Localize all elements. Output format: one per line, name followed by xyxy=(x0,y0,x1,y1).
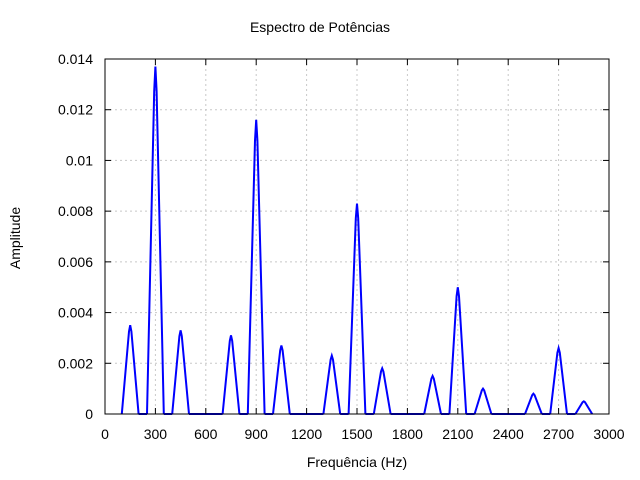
y-tick-label: 0.012 xyxy=(58,102,93,118)
x-tick-label: 300 xyxy=(144,426,168,442)
spectrum-peak xyxy=(171,330,190,415)
spectrum-peak xyxy=(524,392,543,415)
x-tick-label: 1200 xyxy=(291,426,322,442)
spectrum-peak xyxy=(272,345,291,415)
spectrum-peak xyxy=(574,400,594,415)
x-tick-label: 2400 xyxy=(493,426,524,442)
y-tick-label: 0.004 xyxy=(58,305,93,321)
y-tick-label: 0.006 xyxy=(58,254,93,270)
spectrum-peak xyxy=(146,66,165,415)
spectrum-series xyxy=(120,66,594,415)
chart-title: Espectro de Potências xyxy=(249,19,391,35)
x-tick-label: 2100 xyxy=(442,426,473,442)
x-tick-label: 0 xyxy=(101,426,109,442)
x-tick-label: 3000 xyxy=(593,426,624,442)
spectrum-peak xyxy=(372,365,392,415)
spectrum-peak xyxy=(120,325,140,415)
axis-ticks: 0 300 600 900 1200 1500 1800 2100 2400 2700 3000 0 0… xyxy=(58,51,625,442)
y-tick-label: 0.014 xyxy=(58,51,93,67)
grid xyxy=(105,59,609,414)
spectrum-peak xyxy=(322,352,342,415)
spectrum-peak xyxy=(221,335,241,415)
spectrum-peak xyxy=(549,344,568,415)
spectrum-peak xyxy=(448,287,468,415)
x-tick-label: 600 xyxy=(194,426,218,442)
spectrum-peak xyxy=(473,386,493,415)
x-tick-label: 2700 xyxy=(543,426,574,442)
spectrum-peak xyxy=(423,373,442,415)
x-tick-label: 1500 xyxy=(341,426,372,442)
y-tick-label: 0.01 xyxy=(66,152,93,168)
y-tick-label: 0.008 xyxy=(58,203,93,219)
x-tick-label: 1800 xyxy=(392,426,423,442)
x-tick-label: 900 xyxy=(245,426,269,442)
y-tick-label: 0 xyxy=(85,406,93,422)
spectrum-peak xyxy=(347,203,367,415)
y-tick-label: 0.002 xyxy=(58,355,93,371)
x-axis-label: Frequência (Hz) xyxy=(306,454,408,470)
spectrum-peak xyxy=(246,119,266,415)
